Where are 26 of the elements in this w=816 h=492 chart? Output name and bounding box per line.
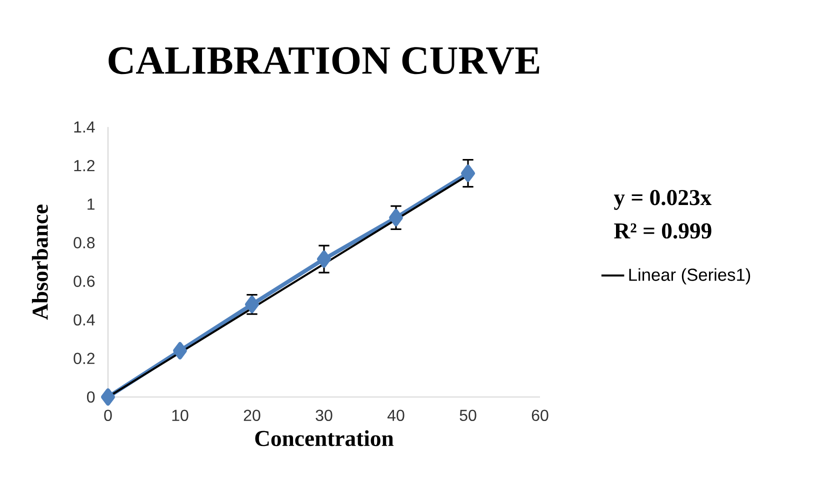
point	[461, 164, 476, 182]
point	[101, 388, 115, 406]
y-axis-title: Absorbance	[32, 204, 48, 320]
x-tick-label: 30	[316, 410, 332, 422]
y-tick-label: 1	[88, 198, 95, 210]
chart-title: CALIBRATION CURVE	[108, 47, 540, 74]
y-tick-label: 0.2	[74, 352, 94, 364]
y-tick-label: 1.4	[74, 122, 95, 132]
x-tick-label: 50	[460, 410, 476, 422]
y-tick-label: 0.6	[74, 276, 95, 287]
y-tick-label: 0	[87, 391, 95, 403]
y-tick-label: 0.8	[74, 237, 95, 248]
legend-label: Linear (Series1)	[629, 268, 750, 284]
y-tick-label: 1.2	[74, 160, 94, 172]
point	[173, 342, 187, 360]
x-tick-label: 40	[387, 410, 404, 422]
point	[317, 250, 331, 268]
x-axis-title: Concentration	[255, 430, 394, 446]
text: y = 0.023x	[614, 190, 712, 210]
x-tick-label: 0	[104, 410, 112, 422]
y-tick-label: 0.4	[74, 314, 95, 326]
x-tick-label: 60	[532, 410, 548, 422]
x-tick-label: 10	[172, 410, 188, 422]
text: R² = 0.999	[614, 223, 712, 239]
point	[389, 208, 403, 226]
x-tick-label: 20	[244, 410, 260, 422]
